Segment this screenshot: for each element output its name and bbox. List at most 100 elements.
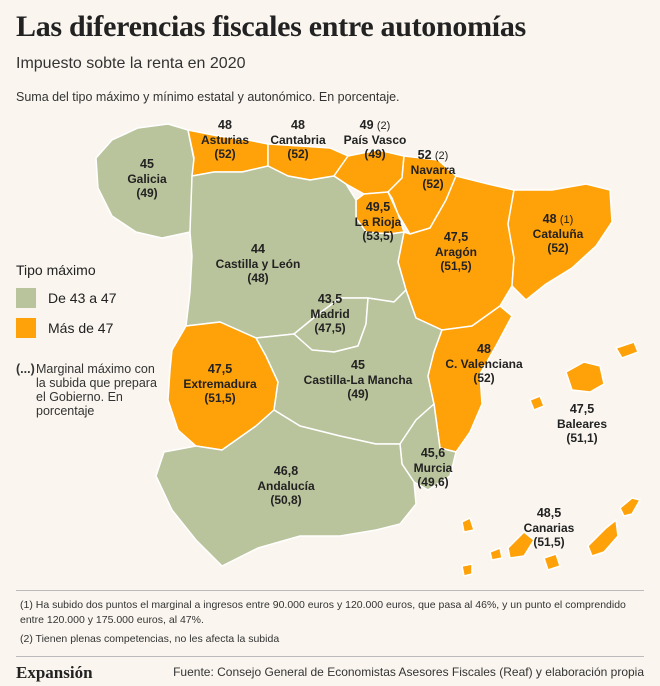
- label-asturias: 48 Asturias (52): [201, 118, 249, 161]
- source-text: Fuente: Consejo General de Economistas A…: [173, 665, 644, 679]
- legend-title: Tipo máximo: [16, 262, 96, 278]
- label-la-rioja: 49,5 La Rioja (53,5): [355, 200, 402, 243]
- region-canarias-2: [489, 547, 503, 561]
- galicia-marginal: (49): [136, 186, 158, 200]
- brand-logo: Expansión: [16, 663, 93, 682]
- legend-swatch-low: [16, 288, 36, 308]
- andalucia-name: Andalucía: [257, 479, 315, 493]
- extremadura-value: 47,5: [207, 362, 233, 376]
- navarra-value: 52: [417, 148, 432, 162]
- aragon-value: 47,5: [443, 230, 469, 244]
- madrid-name: Madrid: [310, 307, 350, 321]
- legend-label-low: De 43 a 47: [48, 290, 117, 306]
- region-baleares-menorca: [615, 341, 639, 359]
- la-rioja-value: 49,5: [365, 200, 391, 214]
- label-castilla-la-mancha: 45 Castilla-La Mancha (49): [304, 358, 413, 401]
- navarra-marginal: (52): [422, 177, 444, 191]
- footnote-1: (1) Ha subido dos puntos el marginal a i…: [20, 599, 626, 626]
- castilla-leon-value: 44: [251, 242, 265, 256]
- navarra-name: Navarra: [410, 163, 456, 177]
- c-valenciana-value: 48: [477, 342, 491, 356]
- c-valenciana-name: C. Valenciana: [445, 357, 523, 371]
- la-rioja-marginal: (53,5): [362, 229, 394, 243]
- chart-subtitle: Impuesto sobte la renta en 2020: [16, 55, 246, 72]
- region-canarias-3: [507, 531, 535, 559]
- castilla-leon-marginal: (48): [247, 271, 269, 285]
- label-aragon: 47,5 Aragón (51,5): [435, 230, 477, 273]
- legend-swatch-high: [16, 318, 36, 338]
- cantabria-name: Cantabria: [270, 133, 326, 147]
- marginal-text: Marginal máximo con la subida que prepar…: [36, 362, 157, 418]
- baleares-value: 47,5: [569, 402, 595, 416]
- cantabria-value: 48: [291, 118, 305, 132]
- label-extremadura: 47,5 Extremadura (51,5): [183, 362, 256, 405]
- madrid-marginal: (47,5): [314, 321, 346, 335]
- label-c-valenciana: 48 C. Valenciana (52): [445, 342, 522, 385]
- marginal-key: (...): [16, 362, 35, 376]
- label-navarra: 52 (2) Navarra (52): [411, 148, 456, 191]
- region-canarias-5: [587, 519, 619, 557]
- legend-label-high: Más de 47: [48, 320, 114, 336]
- aragon-marginal: (51,5): [440, 259, 472, 273]
- galicia-name: Galicia: [127, 172, 167, 186]
- chart-title: Las diferencias fiscales entre autonomía…: [16, 10, 526, 43]
- label-andalucia: 46,8 Andalucía (50,8): [257, 464, 314, 507]
- canarias-name: Canarias: [523, 521, 575, 535]
- chart-note: Suma del tipo máximo y mínimo estatal y …: [16, 90, 400, 104]
- castilla-leon-name: Castilla y León: [215, 257, 301, 271]
- marginal-explanation: (...) Marginal máximo con la subida que …: [16, 362, 166, 418]
- footnote-2: (2) Tienen plenas competencias, no les a…: [20, 633, 280, 645]
- canarias-marginal: (51,5): [533, 535, 565, 549]
- label-madrid: 43,5 Madrid (47,5): [310, 292, 349, 335]
- andalucia-value: 46,8: [273, 464, 299, 478]
- pais-vasco-value: 49: [359, 118, 374, 132]
- region-baleares-ibiza: [529, 395, 545, 411]
- la-rioja-name: La Rioja: [354, 215, 402, 229]
- label-cantabria: 48 Cantabria (52): [270, 118, 325, 161]
- region-canarias-1: [461, 517, 475, 533]
- region-canarias-6: [619, 497, 641, 517]
- label-galicia: 45 Galicia (49): [127, 157, 166, 200]
- pais-vasco-footnote: (2): [376, 120, 391, 132]
- extremadura-marginal: (51,5): [204, 391, 236, 405]
- murcia-name: Murcia: [413, 461, 453, 475]
- castilla-la-mancha-value: 45: [351, 358, 365, 372]
- castilla-la-mancha-name: Castilla-La Mancha: [303, 373, 413, 387]
- cataluna-footnote: (1): [559, 214, 574, 226]
- asturias-marginal: (52): [214, 147, 236, 161]
- label-murcia: 45,6 Murcia (49,6): [414, 446, 453, 489]
- label-canarias: 48,5 Canarias (51,5): [524, 506, 575, 549]
- navarra-footnote: (2): [434, 150, 449, 162]
- pais-vasco-name: País Vasco: [343, 133, 407, 147]
- castilla-la-mancha-marginal: (49): [347, 387, 369, 401]
- region-canarias-4: [543, 553, 561, 571]
- pais-vasco-marginal: (49): [364, 147, 386, 161]
- legend-item-high: Más de 47: [16, 318, 113, 338]
- asturias-name: Asturias: [200, 133, 250, 147]
- label-pais-vasco: 49 (2) País Vasco (49): [344, 118, 407, 161]
- region-canarias-7: [461, 563, 473, 577]
- footnote-divider: [16, 590, 644, 591]
- label-baleares: 47,5 Baleares (51,1): [557, 402, 607, 445]
- cataluna-name: Cataluña: [532, 227, 584, 241]
- baleares-name: Baleares: [556, 417, 608, 431]
- cataluna-value: 48: [542, 212, 557, 226]
- region-andalucia: [155, 409, 417, 567]
- cataluna-marginal: (52): [547, 241, 569, 255]
- label-castilla-leon: 44 Castilla y León (48): [216, 242, 301, 285]
- asturias-value: 48: [218, 118, 232, 132]
- baleares-marginal: (51,1): [566, 431, 598, 445]
- c-valenciana-marginal: (52): [473, 371, 495, 385]
- region-cataluna: [507, 183, 613, 301]
- label-cataluna: 48 (1) Cataluña (52): [533, 212, 584, 255]
- galicia-value: 45: [140, 157, 154, 171]
- region-baleares-mallorca: [565, 361, 605, 393]
- andalucia-marginal: (50,8): [270, 493, 302, 507]
- region-c-valenciana: [427, 305, 513, 453]
- murcia-value: 45,6: [420, 446, 446, 460]
- madrid-value: 43,5: [317, 292, 343, 306]
- extremadura-name: Extremadura: [183, 377, 257, 391]
- footer-divider: [16, 656, 644, 657]
- murcia-marginal: (49,6): [417, 475, 449, 489]
- legend-item-low: De 43 a 47: [16, 288, 117, 308]
